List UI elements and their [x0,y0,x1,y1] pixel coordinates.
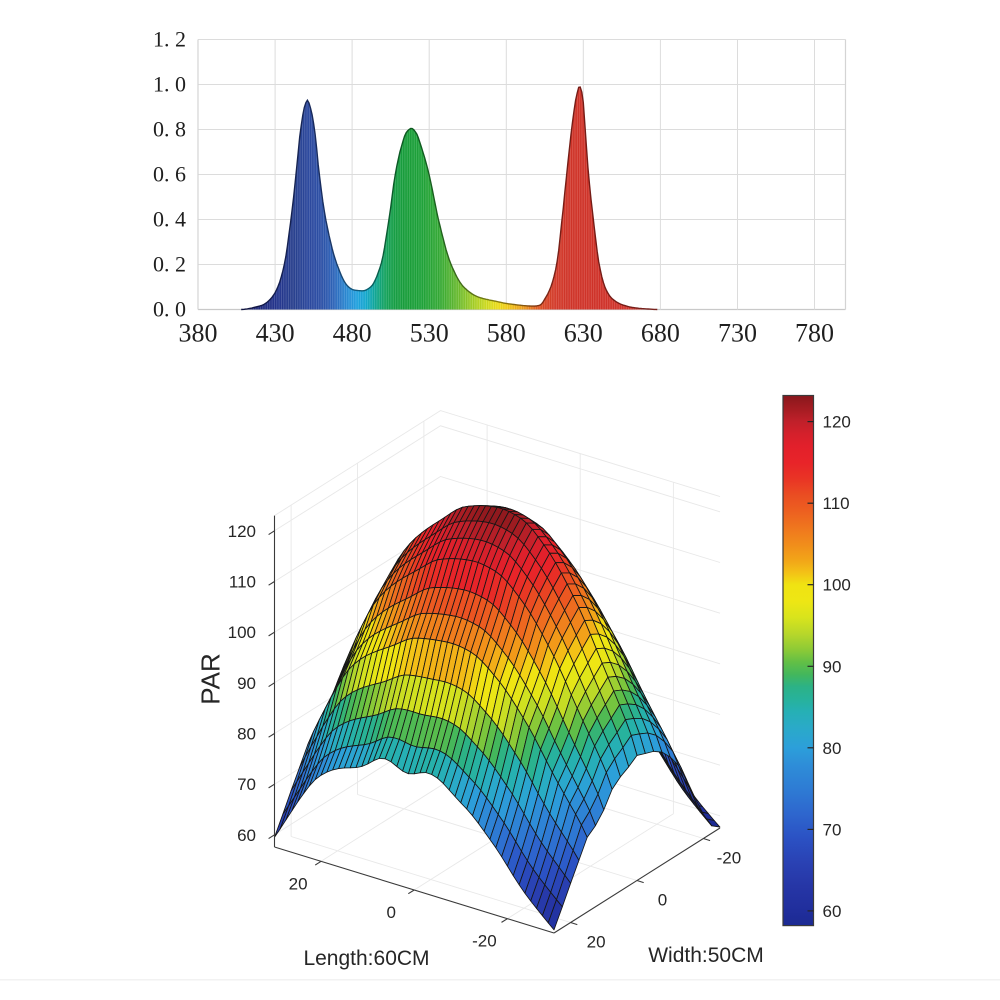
svg-text:90: 90 [823,657,842,676]
svg-text:0: 0 [386,903,395,922]
svg-text:110: 110 [229,573,256,592]
svg-text:120: 120 [823,413,851,432]
svg-text:680: 680 [641,319,680,348]
svg-text:PAR: PAR [196,653,226,705]
svg-text:-20: -20 [717,849,742,868]
svg-text:20: 20 [587,933,606,952]
svg-text:380: 380 [179,319,218,348]
svg-text:110: 110 [823,494,850,513]
svg-text:630: 630 [564,319,603,348]
svg-text:Length:60CM: Length:60CM [303,947,429,970]
svg-text:90: 90 [237,674,256,693]
svg-text:0. 2: 0. 2 [153,252,186,277]
svg-text:1. 2: 1. 2 [153,27,186,52]
svg-text:1. 0: 1. 0 [153,72,186,97]
svg-text:730: 730 [718,319,757,348]
svg-text:0. 4: 0. 4 [153,207,186,232]
svg-text:70: 70 [823,820,842,839]
svg-text:0: 0 [658,891,667,910]
svg-text:0. 6: 0. 6 [153,162,186,187]
svg-text:-20: -20 [472,932,497,951]
svg-text:70: 70 [237,775,256,794]
svg-text:430: 430 [256,319,295,348]
svg-text:60: 60 [823,902,842,921]
svg-text:20: 20 [289,874,308,893]
svg-text:80: 80 [823,739,842,758]
svg-text:0. 0: 0. 0 [153,297,186,322]
svg-text:120: 120 [228,522,256,541]
svg-text:480: 480 [333,319,372,348]
svg-text:580: 580 [487,319,526,348]
svg-text:780: 780 [795,319,834,348]
svg-text:60: 60 [237,826,256,845]
svg-text:530: 530 [410,319,449,348]
svg-text:0. 8: 0. 8 [153,117,186,142]
svg-text:100: 100 [228,623,256,642]
svg-text:80: 80 [237,725,256,744]
svg-text:Width:50CM: Width:50CM [648,944,764,967]
svg-text:100: 100 [823,576,851,595]
